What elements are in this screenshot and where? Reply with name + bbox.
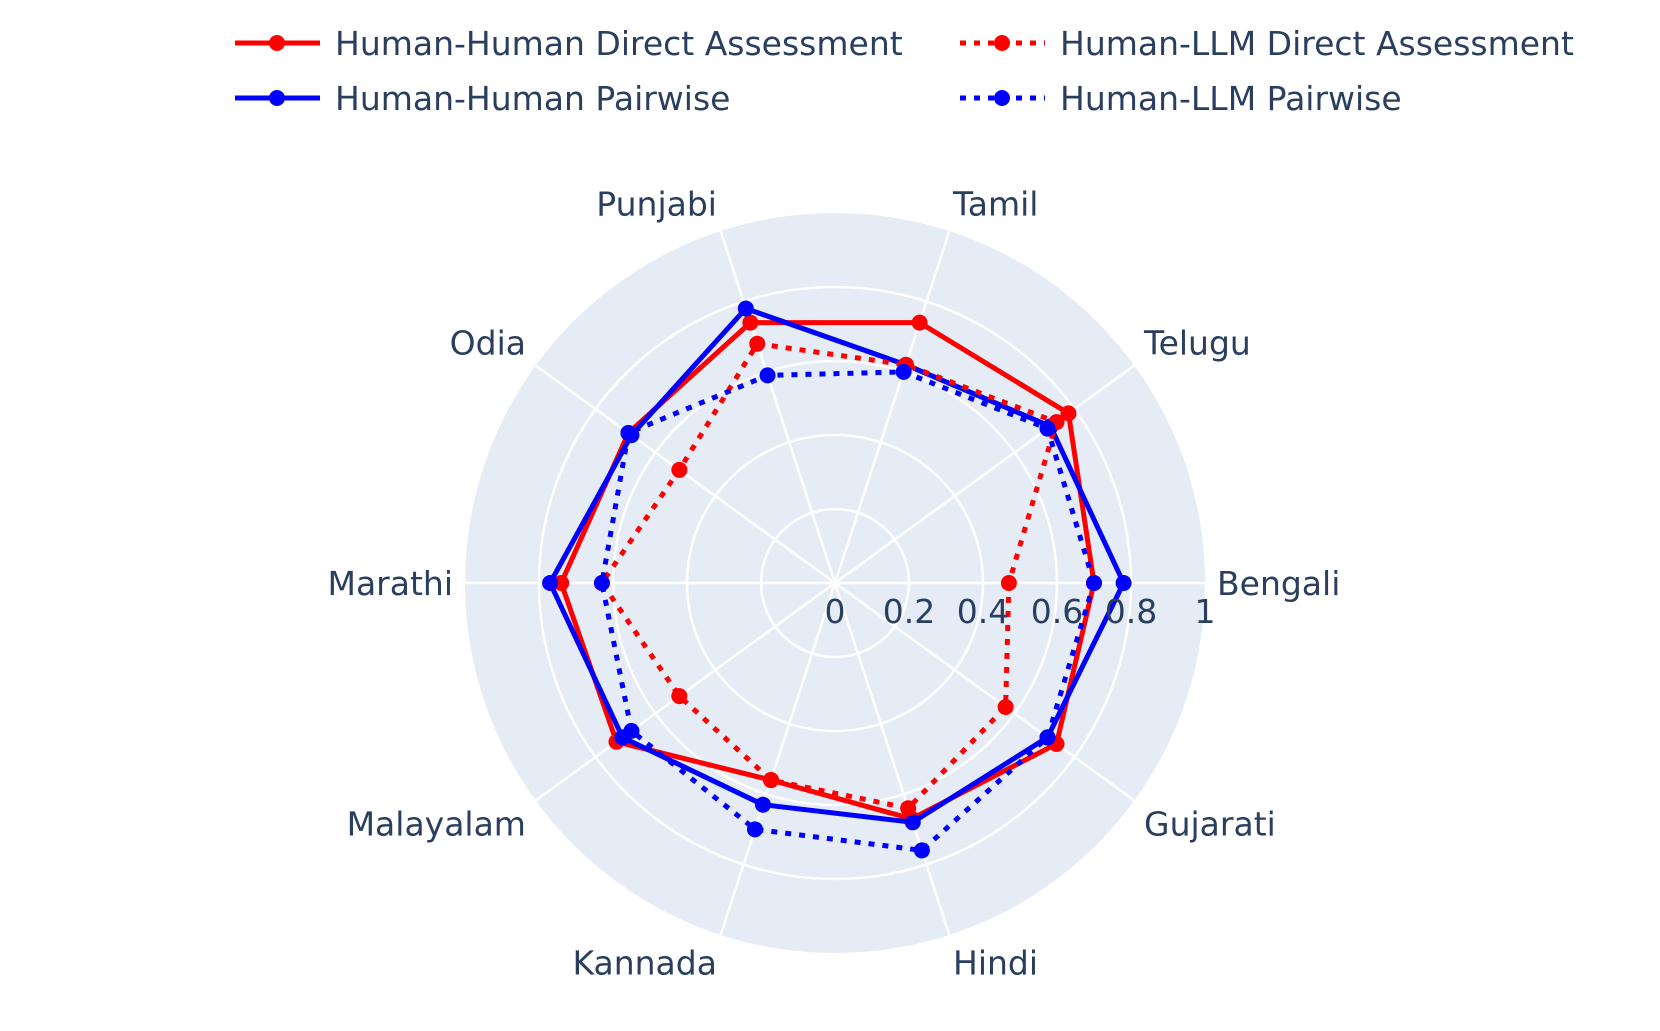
data-point-bengali: [1086, 575, 1102, 591]
category-label-gujarati: Gujarati: [1144, 805, 1276, 844]
legend-item-human-human-direct-assessment[interactable]: Human-Human Direct Assessment: [235, 24, 903, 63]
legend-marker: [269, 90, 285, 106]
legend-item-human-llm-direct-assessment[interactable]: Human-LLM Direct Assessment: [960, 24, 1574, 63]
data-point-punjabi: [742, 314, 759, 331]
category-label-hindi: Hindi: [953, 943, 1038, 982]
legend-item-human-human-pairwise[interactable]: Human-Human Pairwise: [235, 79, 730, 118]
radial-tick-label: 0.4: [957, 592, 1009, 631]
data-point-kannada: [746, 821, 763, 838]
data-point-marathi: [542, 575, 559, 591]
data-point-kannada: [762, 772, 779, 789]
grid-spoke: [719, 230, 837, 584]
category-label-punjabi: Punjabi: [596, 185, 717, 224]
series-layer: [542, 300, 1132, 859]
data-point-malayalam: [623, 722, 640, 739]
data-point-bengali: [1115, 575, 1132, 591]
category-label-kannada: Kannada: [572, 943, 717, 982]
grid-spoke: [834, 581, 1136, 802]
data-point-telugu: [1060, 405, 1077, 422]
legend-label: Human-Human Pairwise: [335, 79, 730, 118]
data-point-malayalam: [671, 688, 688, 705]
data-point-marathi: [553, 575, 570, 591]
data-point-hindi: [900, 800, 917, 817]
radial-tick-label: 0.6: [1031, 592, 1083, 631]
radial-tick-label: 0: [825, 592, 846, 631]
data-point-odia: [620, 424, 637, 441]
data-point-gujarati: [1039, 729, 1056, 746]
grid-spoke: [833, 230, 951, 584]
category-label-malayalam: Malayalam: [347, 805, 526, 844]
category-label-tamil: Tamil: [952, 185, 1038, 224]
data-point-tamil: [895, 363, 912, 380]
category-label-bengali: Bengali: [1217, 564, 1340, 603]
data-point-punjabi: [759, 367, 776, 384]
data-point-kannada: [754, 796, 771, 813]
data-point-bengali: [1000, 575, 1017, 591]
legend-label: Human-LLM Pairwise: [1060, 79, 1402, 118]
legend-label: Human-Human Direct Assessment: [335, 24, 903, 63]
data-point-telugu: [1039, 420, 1056, 437]
legend-marker: [994, 35, 1010, 51]
category-label-marathi: Marathi: [327, 564, 453, 603]
category-label-odia: Odia: [450, 323, 526, 362]
radial-tick-label: 1: [1195, 592, 1216, 631]
data-point-punjabi: [737, 300, 754, 317]
data-point-punjabi: [749, 335, 766, 352]
data-point-gujarati: [997, 698, 1014, 715]
data-point-hindi: [904, 814, 921, 831]
radial-tick-labels: 0 0.2 0.4 0.6 0.8 1: [825, 592, 1216, 631]
series-human-llm-pairwise: [593, 363, 1102, 859]
data-point-marathi: [593, 575, 610, 591]
data-point-odia: [671, 461, 688, 478]
category-label-telugu: Telugu: [1143, 323, 1251, 362]
radial-tick-label: 0.2: [883, 592, 935, 631]
grid-spoke: [834, 364, 1136, 585]
legend: Human-Human Direct Assessment Human-Human…: [235, 24, 1574, 118]
radial-tick-label: 0.8: [1105, 592, 1157, 631]
grid-spoke: [719, 582, 837, 936]
grid-spoke: [833, 582, 951, 936]
data-point-hindi: [913, 842, 930, 859]
legend-label: Human-LLM Direct Assessment: [1060, 24, 1574, 63]
angular-axis-labels: Bengali Gujarati Hindi Kannada Malayalam Mara…: [327, 185, 1340, 983]
legend-marker: [994, 90, 1010, 106]
data-point-tamil: [911, 314, 928, 331]
legend-marker: [269, 35, 285, 51]
legend-item-human-llm-pairwise[interactable]: Human-LLM Pairwise: [960, 79, 1402, 118]
